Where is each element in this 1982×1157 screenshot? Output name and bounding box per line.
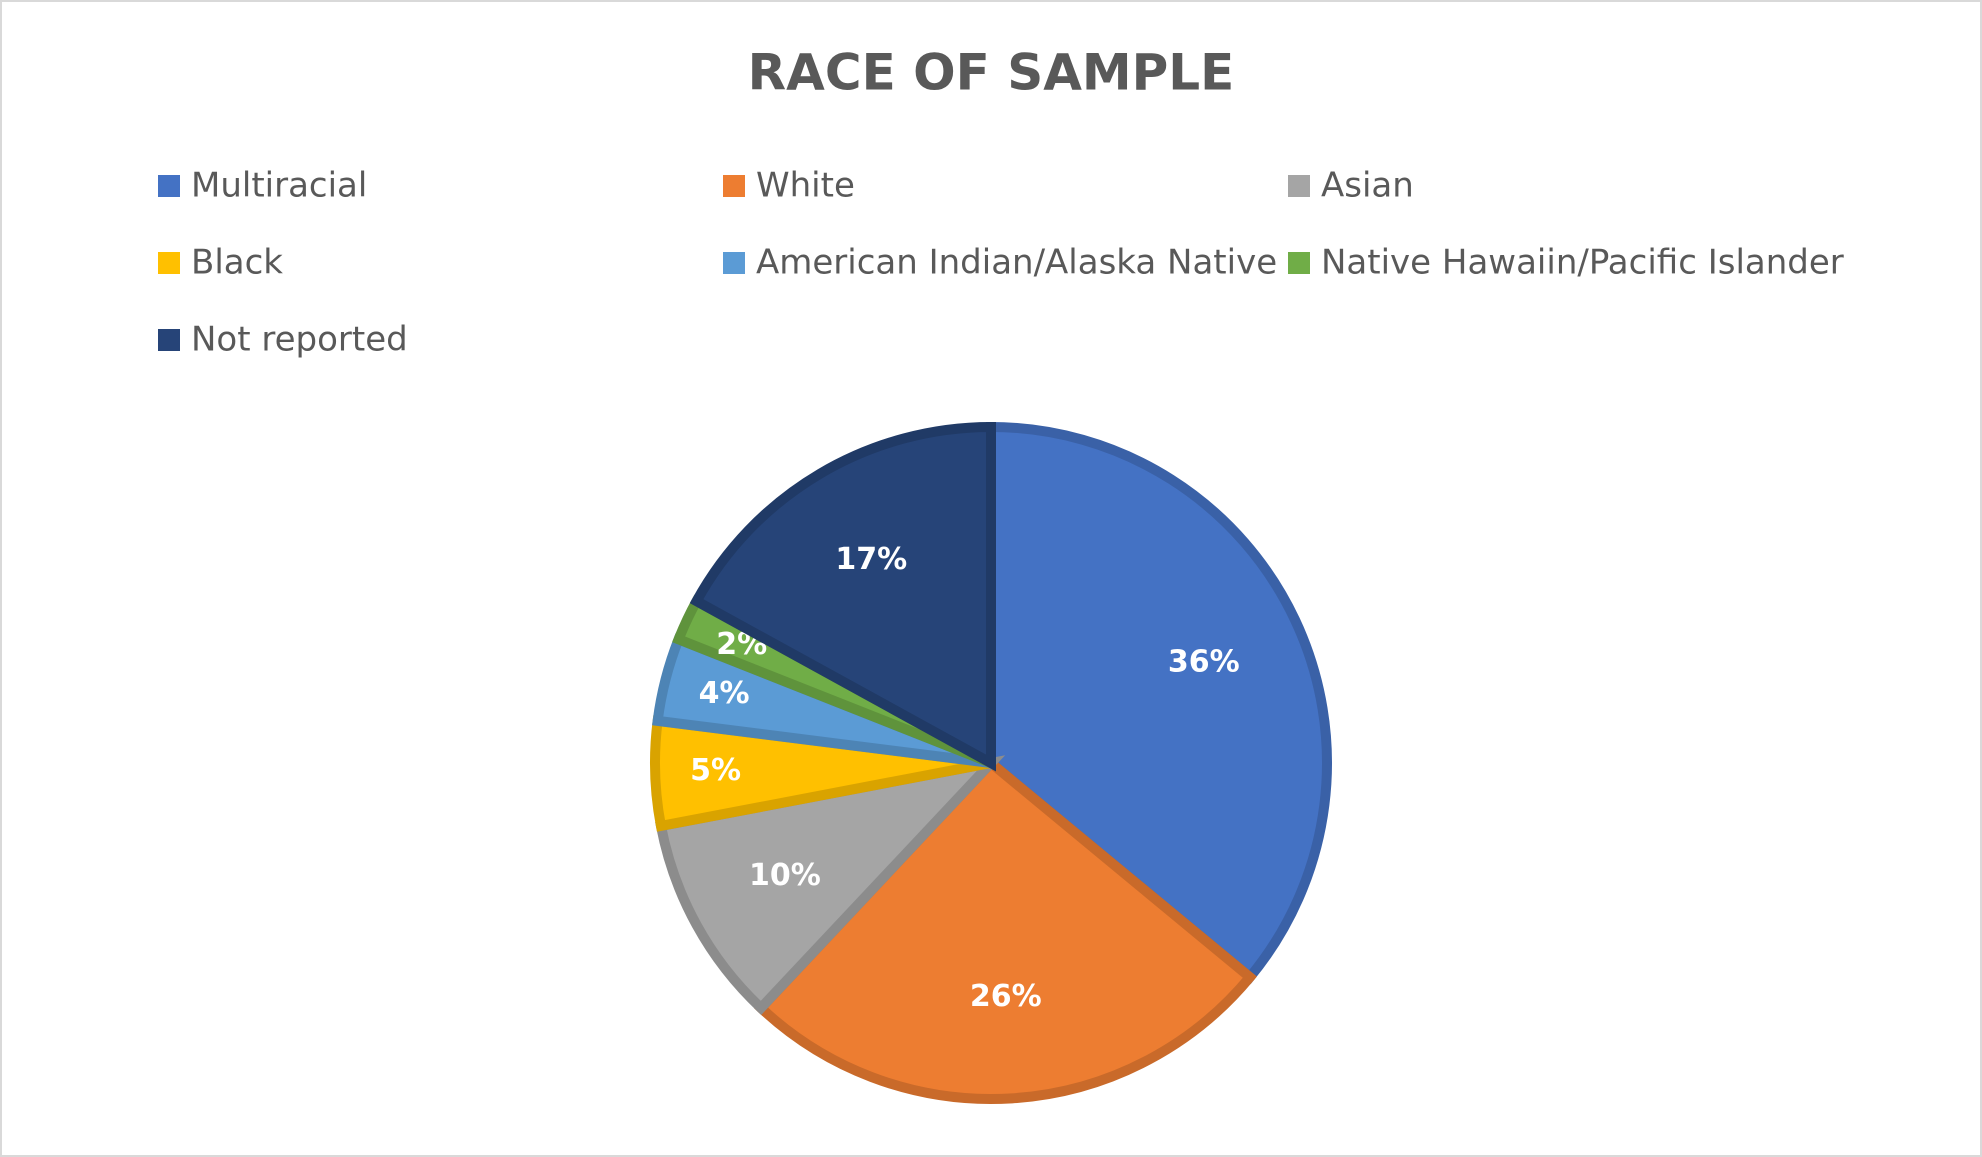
data-label: 17% — [835, 542, 907, 577]
legend-swatch — [158, 175, 180, 197]
legend-label: White — [756, 166, 855, 206]
data-label: 10% — [749, 858, 821, 893]
legend-swatch — [723, 252, 745, 274]
legend-label: Not reported — [191, 320, 408, 360]
chart-title: RACE OF SAMPLE — [748, 44, 1235, 102]
legend-label: Multiracial — [191, 166, 367, 206]
data-label: 26% — [970, 979, 1042, 1014]
legend-swatch — [1288, 175, 1310, 197]
legend-swatch — [158, 252, 180, 274]
pie-slice — [753, 756, 1257, 1104]
legend-label: American Indian/Alaska Native — [756, 243, 1277, 283]
legend-swatch — [723, 175, 745, 197]
legend-label: Asian — [1321, 166, 1414, 206]
data-label: 36% — [1168, 644, 1240, 679]
pie-slice — [986, 421, 1332, 985]
data-label: 5% — [690, 753, 741, 788]
data-label: 4% — [699, 676, 750, 711]
pie-slice — [655, 755, 1006, 1015]
legend-label: Black — [191, 243, 283, 283]
legend-label: Native Hawaiin/Pacific Islander — [1321, 243, 1844, 283]
legend-swatch — [1288, 252, 1310, 274]
legend-swatch — [158, 329, 180, 351]
pie-slice — [689, 421, 996, 772]
